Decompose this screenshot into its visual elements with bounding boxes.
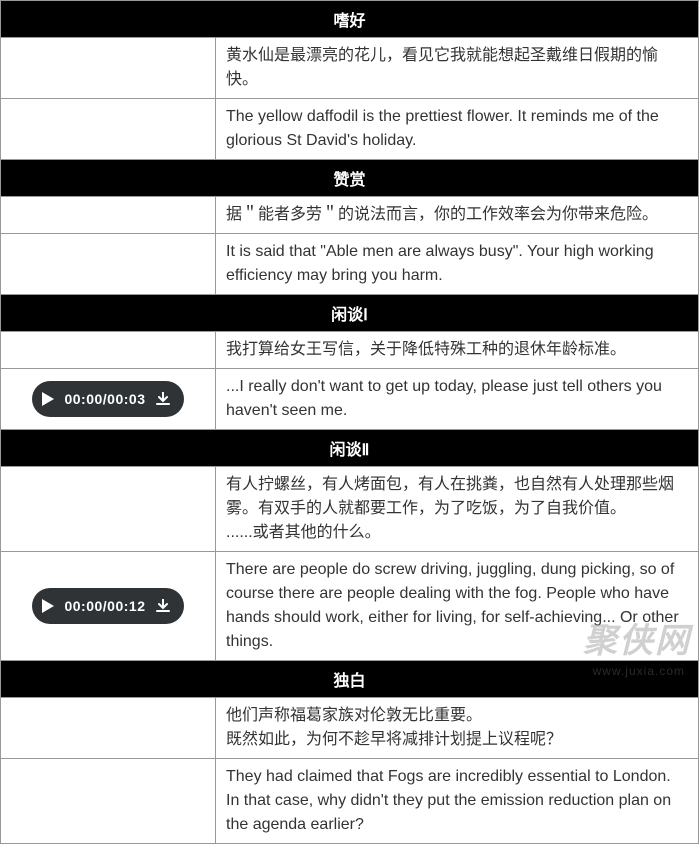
text-cell: It is said that "Able men are always bus… <box>216 234 699 295</box>
table-row: 有人拧螺丝，有人烤面包，有人在挑粪，也自然有人处理那些烟雾。有双手的人就都要工作… <box>1 467 699 552</box>
audio-time: 00:00/00:03 <box>64 391 145 407</box>
section-header: 赞赏 <box>1 160 699 197</box>
table-row: 00:00/00:03 ...I really don't want to get… <box>1 369 699 430</box>
audio-player[interactable]: 00:00/00:12 <box>32 588 183 624</box>
audio-cell: 00:00/00:12 <box>1 552 216 661</box>
text-cell: 据＂能者多劳＂的说法而言，你的工作效率会为你带来危险。 <box>216 197 699 234</box>
audio-cell: 00:00/00:03 <box>1 369 216 430</box>
audio-cell <box>1 759 216 844</box>
text-cell: ...I really don't want to get up today, … <box>216 369 699 430</box>
table-row: The yellow daffodil is the prettiest flo… <box>1 99 699 160</box>
section-header: 嗜好 <box>1 1 699 38</box>
audio-cell <box>1 467 216 552</box>
section-title: 嗜好 <box>1 1 699 38</box>
text-cell: There are people do screw driving, juggl… <box>216 552 699 661</box>
audio-cell <box>1 197 216 234</box>
table-row: 他们声称福葛家族对伦敦无比重要。既然如此，为何不趁早将减排计划提上议程呢？ <box>1 698 699 759</box>
text-cell: 我打算给女王写信，关于降低特殊工种的退休年龄标准。 <box>216 332 699 369</box>
text-cell: 黄水仙是最漂亮的花儿，看见它我就能想起圣戴维日假期的愉快。 <box>216 38 699 99</box>
table-row: 黄水仙是最漂亮的花儿，看见它我就能想起圣戴维日假期的愉快。 <box>1 38 699 99</box>
section-header: 闲谈Ⅰ <box>1 295 699 332</box>
dialogue-table: 嗜好黄水仙是最漂亮的花儿，看见它我就能想起圣戴维日假期的愉快。The yello… <box>0 0 699 844</box>
audio-player[interactable]: 00:00/00:03 <box>32 381 183 417</box>
section-title: 闲谈Ⅱ <box>1 430 699 467</box>
table-row: 00:00/00:12 There are people do screw dri… <box>1 552 699 661</box>
play-icon[interactable] <box>42 392 54 406</box>
section-title: 闲谈Ⅰ <box>1 295 699 332</box>
section-title: 赞赏 <box>1 160 699 197</box>
table-row: They had claimed that Fogs are incredibl… <box>1 759 699 844</box>
audio-cell <box>1 99 216 160</box>
section-header: 闲谈Ⅱ <box>1 430 699 467</box>
download-icon[interactable] <box>156 392 170 406</box>
audio-cell <box>1 332 216 369</box>
table-row: 据＂能者多劳＂的说法而言，你的工作效率会为你带来危险。 <box>1 197 699 234</box>
audio-cell <box>1 698 216 759</box>
download-icon[interactable] <box>156 599 170 613</box>
play-icon[interactable] <box>42 599 54 613</box>
text-cell: 他们声称福葛家族对伦敦无比重要。既然如此，为何不趁早将减排计划提上议程呢？ <box>216 698 699 759</box>
audio-cell <box>1 38 216 99</box>
audio-cell <box>1 234 216 295</box>
text-cell: The yellow daffodil is the prettiest flo… <box>216 99 699 160</box>
table-row: 我打算给女王写信，关于降低特殊工种的退休年龄标准。 <box>1 332 699 369</box>
text-cell: 有人拧螺丝，有人烤面包，有人在挑粪，也自然有人处理那些烟雾。有双手的人就都要工作… <box>216 467 699 552</box>
audio-time: 00:00/00:12 <box>64 598 145 614</box>
table-row: It is said that "Able men are always bus… <box>1 234 699 295</box>
text-cell: They had claimed that Fogs are incredibl… <box>216 759 699 844</box>
